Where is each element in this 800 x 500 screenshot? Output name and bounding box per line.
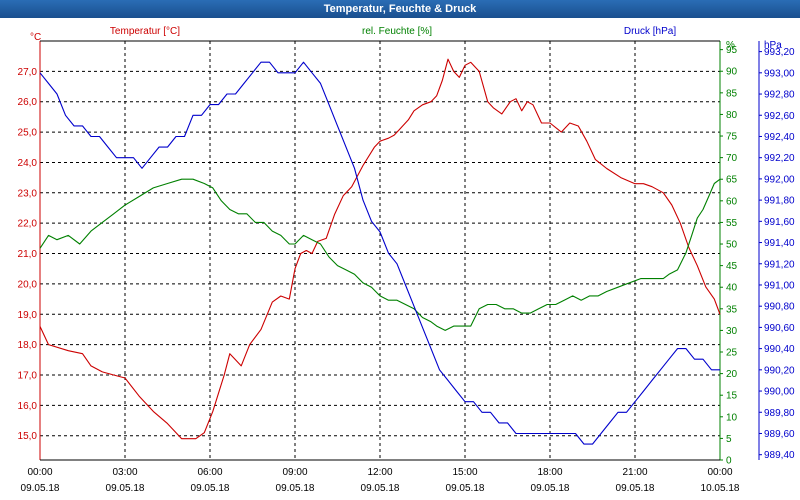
- humidity-tick-label: 75: [726, 132, 738, 143]
- humidity-tick-label: 55: [726, 218, 738, 229]
- pressure-tick-label: 991,00: [764, 280, 795, 291]
- temperature-tick-label: 23,0: [18, 188, 38, 199]
- axes: [39, 40, 760, 461]
- x-tick-date: 09.05.18: [276, 483, 315, 494]
- temperature-tick-label: 19,0: [18, 310, 38, 321]
- pressure-tick-label: 991,60: [764, 217, 795, 228]
- humidity-tick-label: 25: [726, 348, 738, 359]
- pressure-tick-label: 989,60: [764, 429, 795, 440]
- pressure-tick-label: 990,80: [764, 302, 795, 313]
- x-tick-time: 09:00: [282, 467, 307, 478]
- x-tick-date: 09.05.18: [361, 483, 400, 494]
- humidity-tick-label: 35: [726, 304, 738, 315]
- humidity-axis-label: rel. Feuchte [%]: [362, 26, 432, 37]
- humidity-unit-label: %: [726, 40, 735, 51]
- humidity-tick-label: 90: [726, 67, 738, 78]
- pressure-tick-label: 991,20: [764, 259, 795, 270]
- pressure-tick-label: 993,00: [764, 68, 795, 79]
- pressure-tick-label: 991,40: [764, 238, 795, 249]
- pressure-unit-label: hPa: [764, 40, 782, 51]
- humidity-tick-label: 50: [726, 240, 738, 251]
- pressure-tick-label: 993,20: [764, 47, 795, 58]
- x-tick-date: 09.05.18: [446, 483, 485, 494]
- humidity-tick-label: 85: [726, 88, 738, 99]
- x-tick-time: 21:00: [622, 467, 647, 478]
- temperature-tick-label: 25,0: [18, 128, 38, 139]
- pressure-tick-label: 989,40: [764, 450, 795, 461]
- pressure-tick-label: 992,00: [764, 174, 795, 185]
- pressure-tick-label: 992,40: [764, 132, 795, 143]
- humidity-tick-label: 30: [726, 326, 738, 337]
- pressure-tick-label: 992,60: [764, 111, 795, 122]
- temperature-tick-label: 16,0: [18, 401, 38, 412]
- pressure-tick-label: 990,60: [764, 323, 795, 334]
- temperature-tick-label: 26,0: [18, 97, 38, 108]
- humidity-tick-label: 60: [726, 196, 738, 207]
- temperature-axis-label: Temperatur [°C]: [110, 26, 180, 37]
- humidity-tick-label: 65: [726, 175, 738, 186]
- tick-labels: 00:00 09.05.18 03:00 09.05.18 06:00 09.05.18 0…: [18, 45, 795, 494]
- pressure-tick-label: 992,80: [764, 90, 795, 101]
- x-tick-time: 06:00: [197, 467, 222, 478]
- x-tick-time: 00:00: [27, 467, 52, 478]
- pressure-tick-label: 992,20: [764, 153, 795, 164]
- humidity-tick-label: 15: [726, 391, 738, 402]
- x-tick-date: 09.05.18: [21, 483, 60, 494]
- humidity-tick-label: 45: [726, 261, 738, 272]
- humidity-tick-label: 80: [726, 110, 738, 121]
- temperature-series-line: [39, 58, 721, 440]
- humidity-tick-label: 10: [726, 412, 738, 423]
- temperature-tick-label: 17,0: [18, 370, 38, 381]
- humidity-tick-label: 40: [726, 283, 738, 294]
- x-tick-date: 09.05.18: [106, 483, 145, 494]
- grid: [40, 41, 720, 460]
- temperature-tick-label: 20,0: [18, 279, 38, 290]
- pressure-series-line: [39, 61, 720, 445]
- x-tick-time: 12:00: [367, 467, 392, 478]
- temperature-unit-label: °C: [30, 32, 41, 43]
- humidity-tick-label: 70: [726, 153, 738, 164]
- temperature-tick-label: 24,0: [18, 158, 38, 169]
- x-tick-time: 03:00: [112, 467, 137, 478]
- x-tick-date: 09.05.18: [616, 483, 655, 494]
- x-tick-date: 09.05.18: [191, 483, 230, 494]
- x-tick-date: 10.05.18: [701, 483, 740, 494]
- temperature-tick-label: 21,0: [18, 249, 38, 260]
- pressure-tick-label: 990,40: [764, 344, 795, 355]
- pressure-tick-label: 989,80: [764, 408, 795, 419]
- pressure-tick-label: 991,80: [764, 196, 795, 207]
- temperature-tick-label: 27,0: [18, 67, 38, 78]
- pressure-axis-label: Druck [hPa]: [624, 26, 676, 37]
- humidity-series-line: [39, 178, 721, 331]
- temperature-tick-label: 22,0: [18, 219, 38, 230]
- humidity-tick-label: 95: [726, 45, 738, 56]
- x-tick-time: 18:00: [537, 467, 562, 478]
- temperature-tick-label: 18,0: [18, 340, 38, 351]
- temperature-tick-label: 15,0: [18, 431, 38, 442]
- pressure-tick-label: 990,00: [764, 387, 795, 398]
- x-tick-date: 09.05.18: [531, 483, 570, 494]
- pressure-tick-label: 990,20: [764, 365, 795, 376]
- window-title: Temperatur, Feuchte & Druck: [0, 0, 800, 18]
- series: [39, 58, 721, 445]
- humidity-tick-label: 20: [726, 369, 738, 380]
- humidity-tick-label: 0: [726, 456, 732, 467]
- chart-area: °C Temperatur [°C] rel. Feuchte [%] Druc…: [18, 26, 795, 494]
- humidity-tick-label: 5: [726, 434, 732, 445]
- x-tick-time: 15:00: [452, 467, 477, 478]
- x-tick-time: 00:00: [707, 467, 732, 478]
